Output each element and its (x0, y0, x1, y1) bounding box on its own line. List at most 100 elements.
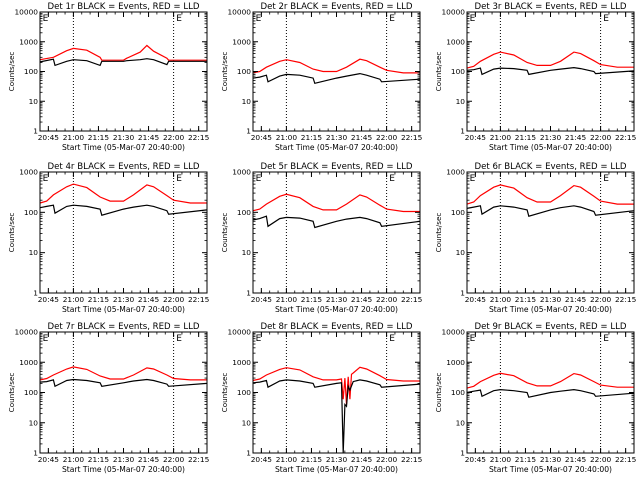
x-tick-label: 21:15 (88, 295, 110, 304)
x-axis-label: Start Time (05-Mar-07 20:40:00) (489, 143, 612, 152)
series-line-events (39, 378, 208, 388)
y-tick-label: 1000 (446, 358, 465, 367)
x-tick-label: 21:45 (565, 455, 587, 464)
y-tick-label: 1000 (232, 358, 251, 367)
x-tick-label: 21:00 (63, 455, 85, 464)
x-tick-label: 21:00 (63, 133, 85, 142)
y-tick-label: 100 (24, 388, 38, 397)
y-tick-label: 1000 (232, 37, 251, 46)
x-tick-label: 22:00 (163, 295, 185, 304)
y-tick-label: 10000 (14, 328, 38, 337)
event-marker-label: E (256, 334, 262, 344)
y-tick-label: 1 (460, 127, 465, 136)
x-tick-label: 22:00 (590, 295, 612, 304)
x-tick-label: 20:45 (38, 295, 60, 304)
panel-title: Det 7r BLACK = Events, RED = LLD (47, 322, 199, 332)
y-tick-label: 10000 (441, 328, 465, 337)
series-line-lld (39, 183, 207, 204)
x-tick-label: 21:30 (113, 133, 135, 142)
event-marker-label: E (176, 174, 182, 184)
y-axis-label: Counts/sec (220, 52, 229, 92)
x-tick-label: 21:00 (490, 133, 512, 142)
x-tick-label: 21:30 (326, 455, 348, 464)
series-line-lld (252, 193, 420, 213)
x-tick-label: 21:45 (351, 295, 373, 304)
x-tick-label: 21:30 (540, 295, 562, 304)
y-axis-label: Counts/sec (220, 213, 229, 253)
panel-title: Det 4r BLACK = Events, RED = LLD (47, 162, 199, 172)
y-axis-label: Counts/sec (7, 213, 16, 253)
series-line-events (252, 215, 421, 229)
panel-title: Det 2r BLACK = Events, RED = LLD (260, 2, 412, 12)
x-tick-label: 21:45 (138, 295, 160, 304)
series-line-lld (466, 51, 634, 69)
x-axis-label: Start Time (05-Mar-07 20:40:00) (62, 305, 185, 314)
y-tick-label: 1 (33, 449, 38, 458)
x-tick-label: 22:15 (188, 295, 210, 304)
y-tick-label: 100 (451, 67, 465, 76)
y-axis-label: Counts/sec (434, 373, 443, 413)
x-tick-label: 22:15 (401, 133, 423, 142)
y-tick-label: 10 (242, 97, 252, 106)
y-tick-label: 100 (451, 388, 465, 397)
x-tick-label: 21:15 (515, 455, 537, 464)
y-tick-label: 1000 (446, 168, 465, 177)
event-marker-label: E (603, 14, 609, 24)
y-tick-label: 10 (456, 248, 466, 257)
series-line-events (252, 379, 421, 454)
x-tick-label: 22:15 (615, 133, 637, 142)
plot-frame (252, 171, 421, 294)
x-tick-label: 21:00 (490, 295, 512, 304)
event-marker-label: E (603, 334, 609, 344)
y-tick-label: 1 (246, 127, 251, 136)
x-tick-label: 20:45 (465, 455, 487, 464)
x-tick-label: 21:45 (565, 133, 587, 142)
event-marker-label: E (470, 14, 476, 24)
x-axis-label: Start Time (05-Mar-07 20:40:00) (275, 465, 398, 474)
y-tick-label: 1000 (19, 37, 38, 46)
x-tick-label: 22:00 (163, 133, 185, 142)
y-tick-label: 1 (246, 289, 251, 298)
x-tick-label: 22:15 (401, 455, 423, 464)
x-tick-label: 22:00 (590, 133, 612, 142)
series-line-events (252, 72, 421, 85)
event-marker-label: E (470, 334, 476, 344)
event-marker-label: E (389, 174, 395, 184)
x-axis-label: Start Time (05-Mar-07 20:40:00) (489, 305, 612, 314)
series-line-lld (252, 366, 420, 405)
x-tick-label: 22:15 (188, 455, 210, 464)
y-tick-label: 10000 (14, 8, 38, 17)
y-tick-label: 10 (29, 97, 39, 106)
x-tick-label: 20:45 (251, 133, 273, 142)
y-tick-label: 10000 (227, 8, 251, 17)
event-marker-label: E (43, 334, 49, 344)
panel-title: Det 9r BLACK = Events, RED = LLD (474, 322, 626, 332)
y-tick-label: 1 (460, 289, 465, 298)
panel-title: Det 3r BLACK = Events, RED = LLD (474, 2, 626, 12)
x-tick-label: 21:15 (301, 133, 323, 142)
plot-frame (466, 11, 635, 132)
x-tick-label: 21:30 (113, 295, 135, 304)
x-tick-label: 21:00 (276, 455, 298, 464)
y-tick-label: 1 (460, 449, 465, 458)
x-tick-label: 21:30 (326, 133, 348, 142)
y-tick-label: 10000 (227, 328, 251, 337)
event-marker-label: E (43, 174, 49, 184)
y-axis-label: Counts/sec (7, 373, 16, 413)
event-marker-label: E (389, 334, 395, 344)
x-tick-label: 22:15 (615, 455, 637, 464)
y-tick-label: 10 (242, 248, 252, 257)
series-line-lld (252, 58, 420, 74)
y-tick-label: 10 (456, 97, 466, 106)
x-axis-label: Start Time (05-Mar-07 20:40:00) (275, 143, 398, 152)
x-axis-label: Start Time (05-Mar-07 20:40:00) (489, 465, 612, 474)
x-axis-label: Start Time (05-Mar-07 20:40:00) (275, 305, 398, 314)
y-tick-label: 1000 (19, 168, 38, 177)
x-tick-label: 21:45 (138, 133, 160, 142)
x-tick-label: 21:45 (565, 295, 587, 304)
y-tick-label: 10 (242, 418, 252, 427)
series-line-events (39, 58, 207, 67)
event-marker-label: E (256, 14, 262, 24)
plot-frame (39, 331, 208, 454)
